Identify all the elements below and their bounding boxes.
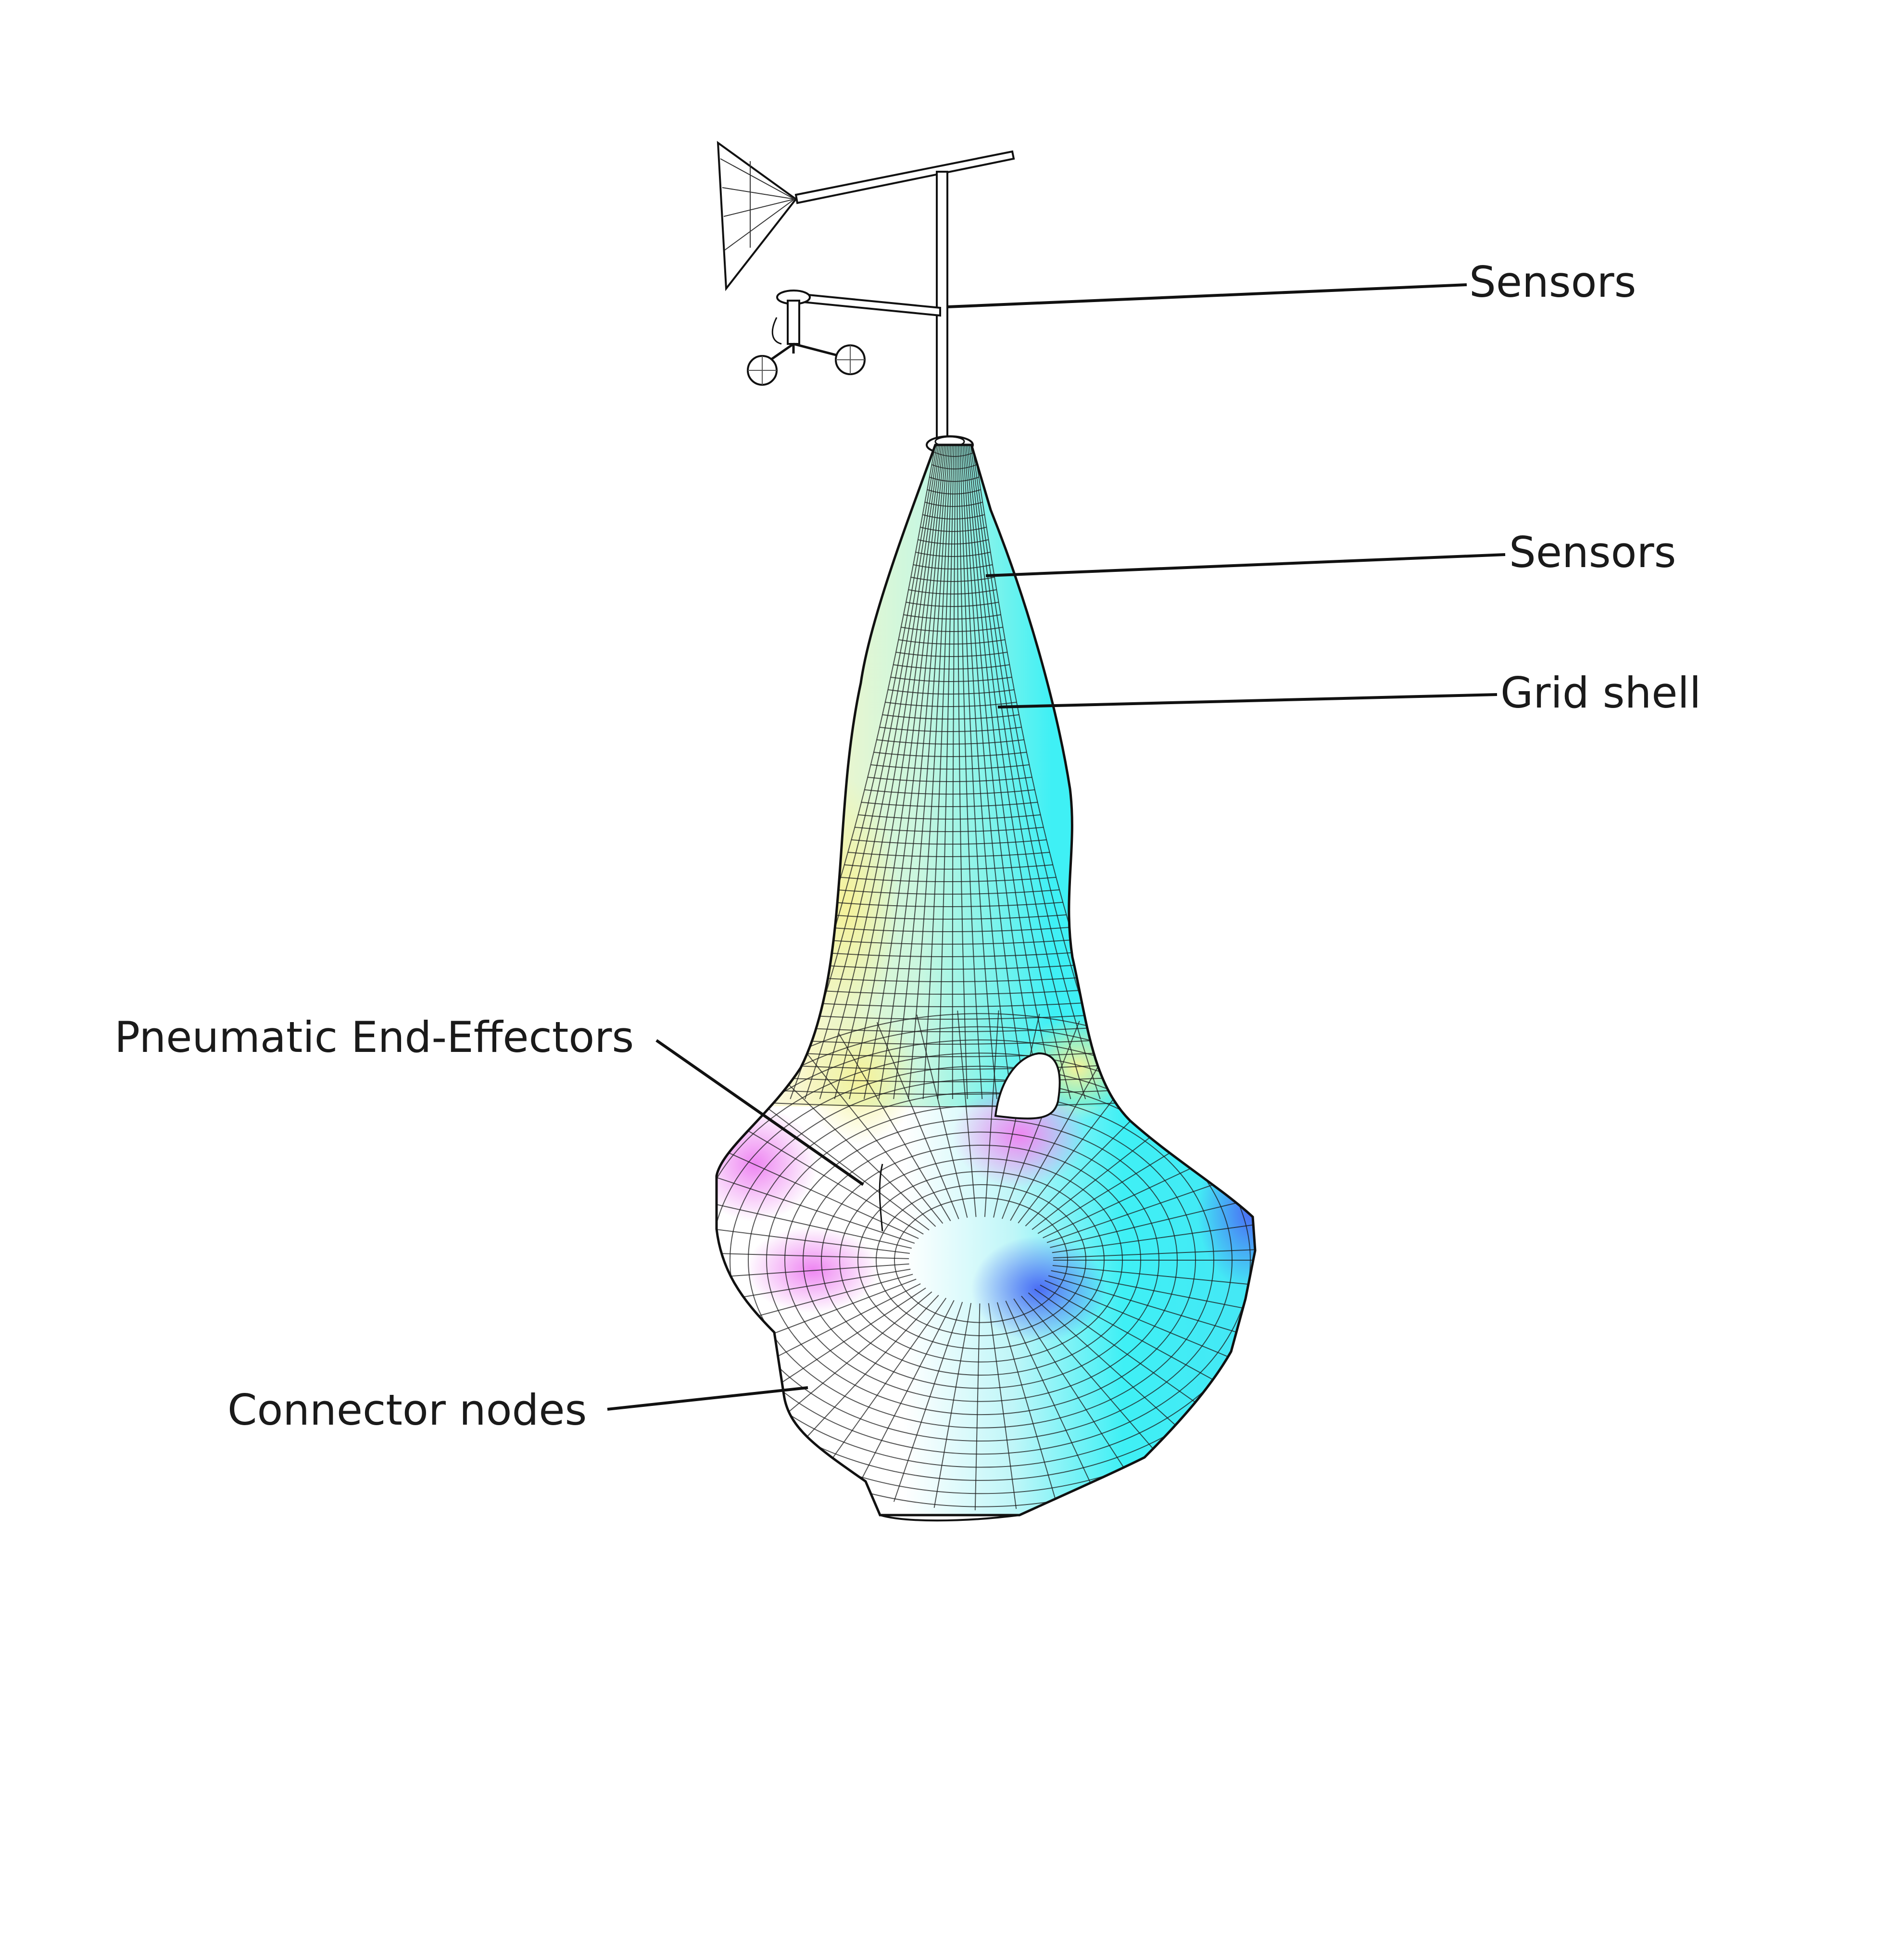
- label-grid-shell: Grid shell: [1500, 668, 1701, 718]
- shell-opening: [994, 1052, 1061, 1120]
- wind-vane-icon: [717, 140, 1015, 291]
- sensor-mast: [793, 171, 974, 455]
- leader-sensors-mid: [985, 553, 1506, 577]
- label-sensors-top: Sensors: [1469, 257, 1636, 307]
- label-connector-nodes: Connector nodes: [227, 1385, 587, 1435]
- leader-grid-shell: [997, 693, 1498, 708]
- label-pneumatic-end-effectors: Pneumatic End-Effectors: [114, 1012, 634, 1062]
- grid-shell: [639, 433, 1323, 1522]
- label-sensors-mid: Sensors: [1509, 528, 1676, 577]
- leader-connector: [607, 1386, 808, 1411]
- leader-lines: [607, 283, 1506, 1411]
- leg-gap: [879, 1163, 883, 1232]
- leader-sensors-top: [947, 283, 1467, 308]
- leader-pneumatic: [655, 1039, 864, 1186]
- anemometer-icon: [747, 290, 866, 386]
- grid-mesh: [717, 445, 1255, 1510]
